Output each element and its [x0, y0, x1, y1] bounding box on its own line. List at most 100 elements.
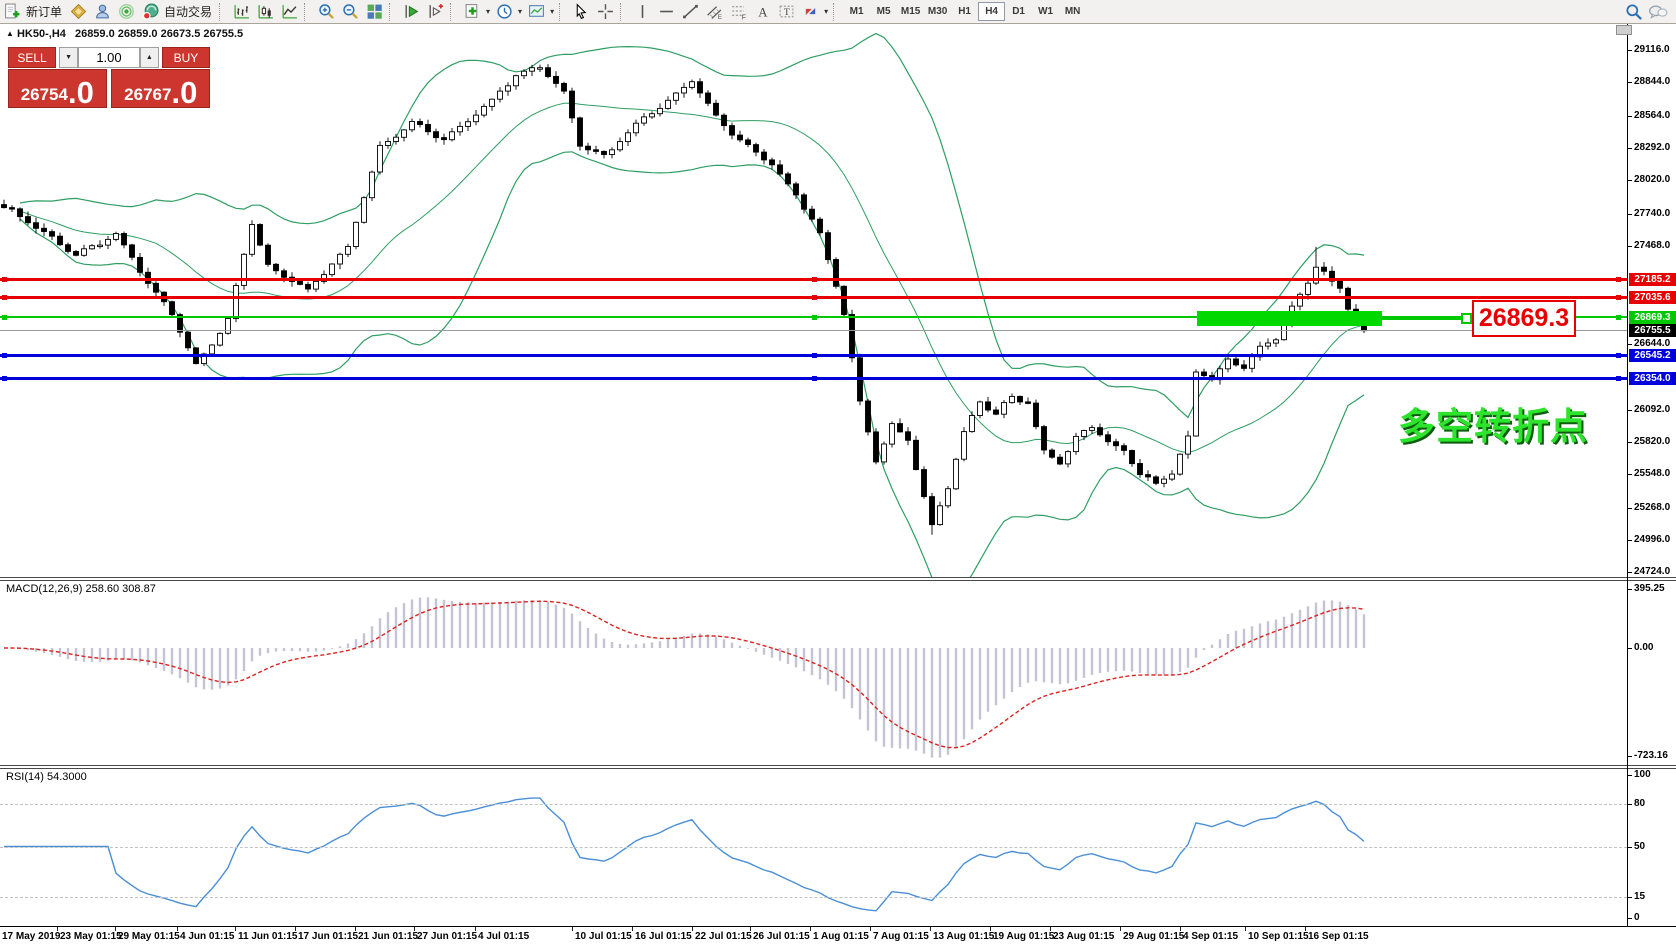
time-axis-label[interactable]: 26 Jul 01:15 [753, 931, 810, 942]
zoom-in-icon[interactable] [314, 2, 338, 22]
community-chat-icon[interactable] [1646, 2, 1670, 22]
timeframe-button-d1[interactable]: D1 [1012, 6, 1025, 17]
arrows-icon[interactable] [798, 2, 822, 22]
pane-separator[interactable] [0, 768, 1676, 769]
time-axis-label[interactable]: 16 Sep 01:15 [1308, 931, 1369, 942]
buy-button[interactable]: BUY [161, 47, 210, 68]
timeframe-button-mn[interactable]: MN [1064, 6, 1081, 17]
periods-icon[interactable] [492, 2, 516, 22]
time-axis-label[interactable]: 27 Jun 01:15 [417, 931, 478, 942]
time-axis-label[interactable]: 17 May 2019 [2, 931, 61, 942]
volume-input[interactable]: 1.00 [78, 47, 140, 68]
time-axis-label[interactable]: 4 Sep 01:15 [1183, 931, 1239, 942]
timeframe-button-m30[interactable]: M30 [927, 6, 948, 17]
pane-separator[interactable] [0, 765, 1676, 766]
pivot-highlight-bar[interactable] [1197, 311, 1382, 326]
level-handle[interactable] [812, 277, 817, 282]
callout-connector-handle[interactable] [1461, 313, 1472, 324]
level-handle[interactable] [1616, 353, 1621, 358]
pane-separator[interactable] [0, 580, 1676, 581]
level-handle[interactable] [812, 353, 817, 358]
level-handle[interactable] [2, 277, 7, 282]
buy-price-quote[interactable]: 26767.0 [111, 69, 210, 108]
collapse-arrow-icon[interactable]: ▲ [6, 29, 14, 38]
periods-dropdown-icon[interactable]: ▾ [518, 7, 523, 16]
timeframe-button-m15[interactable]: M15 [900, 6, 921, 17]
crosshair-icon[interactable] [593, 2, 617, 22]
timeframe-button-m1[interactable]: M1 [849, 6, 864, 17]
time-axis-label[interactable]: 21 Jun 01:15 [358, 931, 419, 942]
svg-text:E: E [717, 14, 721, 20]
volume-decrease-button[interactable]: ▼ [58, 47, 79, 68]
time-axis-label[interactable]: 4 Jul 01:15 [478, 931, 530, 942]
market-watch-icon[interactable] [66, 2, 90, 22]
level-handle[interactable] [1616, 376, 1621, 381]
level-handle[interactable] [812, 295, 817, 300]
time-axis-label[interactable]: 7 Aug 01:15 [873, 931, 929, 942]
level-handle[interactable] [2, 295, 7, 300]
pane-separator[interactable] [0, 577, 1676, 578]
axis-scroll-nub[interactable] [1616, 25, 1632, 35]
price-level-line-current[interactable] [0, 330, 1627, 332]
timeframe-button-h1[interactable]: H1 [958, 6, 971, 17]
turning-point-annotation[interactable]: 多空转折点 [1398, 406, 1588, 447]
level-handle[interactable] [1616, 277, 1621, 282]
time-axis-label[interactable]: 10 Sep 01:15 [1248, 931, 1309, 942]
chart-shift-icon[interactable] [423, 2, 447, 22]
level-handle[interactable] [812, 376, 817, 381]
cursor-icon[interactable] [569, 2, 593, 22]
indicators-icon[interactable] [460, 2, 484, 22]
timeframe-button-h4[interactable]: H4 [978, 2, 1006, 21]
arrows-dropdown-icon[interactable]: ▾ [824, 7, 829, 16]
profiles-icon[interactable] [90, 2, 114, 22]
vertical-line-icon[interactable] [630, 2, 654, 22]
autotrading-label[interactable]: 自动交易 [164, 5, 213, 19]
label-icon[interactable]: T [774, 2, 798, 22]
level-handle[interactable] [2, 353, 7, 358]
new-order-label[interactable]: 新订单 [26, 5, 63, 19]
timeframe-button-w1[interactable]: W1 [1038, 6, 1054, 17]
level-handle[interactable] [1616, 315, 1621, 320]
level-handle[interactable] [812, 315, 817, 320]
tile-windows-icon[interactable] [362, 2, 386, 22]
indicators-dropdown-icon[interactable]: ▾ [486, 7, 491, 16]
time-axis-label[interactable]: 23 May 01:15 [60, 931, 122, 942]
time-axis-label[interactable]: 1 Aug 01:15 [813, 931, 869, 942]
bar-chart-icon[interactable] [229, 2, 253, 22]
time-axis-label[interactable]: 22 Jul 01:15 [695, 931, 752, 942]
horizontal-line-icon[interactable] [654, 2, 678, 22]
time-axis-label[interactable]: 29 Aug 01:15 [1123, 931, 1185, 942]
time-axis-label[interactable]: 4 Jun 01:15 [180, 931, 235, 942]
time-axis-label[interactable]: 13 Aug 01:15 [933, 931, 995, 942]
time-axis-label[interactable]: 23 Aug 01:15 [1053, 931, 1115, 942]
time-axis-label[interactable]: 19 Aug 01:15 [993, 931, 1055, 942]
templates-icon[interactable] [524, 2, 548, 22]
equidistant-channel-icon[interactable]: E [702, 2, 726, 22]
zoom-out-icon[interactable] [338, 2, 362, 22]
search-icon[interactable] [1622, 2, 1646, 22]
autotrading-icon[interactable] [138, 2, 162, 22]
fibonacci-icon[interactable]: F [726, 2, 750, 22]
templates-dropdown-icon[interactable]: ▾ [550, 7, 555, 16]
sell-price-quote[interactable]: 26754.0 [8, 69, 107, 108]
volume-increase-button[interactable]: ▲ [139, 47, 160, 68]
trendline-icon[interactable] [678, 2, 702, 22]
sell-button[interactable]: SELL [8, 47, 57, 68]
time-axis-label[interactable]: 29 May 01:15 [118, 931, 180, 942]
svg-text:F: F [741, 14, 745, 20]
time-axis-label[interactable]: 10 Jul 01:15 [575, 931, 632, 942]
line-chart-icon[interactable] [277, 2, 301, 22]
level-handle[interactable] [2, 376, 7, 381]
time-axis-label[interactable]: 17 Jun 01:15 [298, 931, 359, 942]
time-axis-label[interactable]: 16 Jul 01:15 [635, 931, 692, 942]
auto-scroll-icon[interactable] [399, 2, 423, 22]
candlestick-icon[interactable] [253, 2, 277, 22]
time-axis-label[interactable]: 11 Jun 01:15 [238, 931, 298, 942]
level-handle[interactable] [2, 315, 7, 320]
price-callout-box[interactable]: 26869.3 [1472, 300, 1576, 337]
text-icon[interactable]: A [750, 2, 774, 22]
level-handle[interactable] [1616, 295, 1621, 300]
signals-icon[interactable] [114, 2, 138, 22]
new-order-icon[interactable] [0, 2, 24, 22]
timeframe-button-m5[interactable]: M5 [876, 6, 891, 17]
